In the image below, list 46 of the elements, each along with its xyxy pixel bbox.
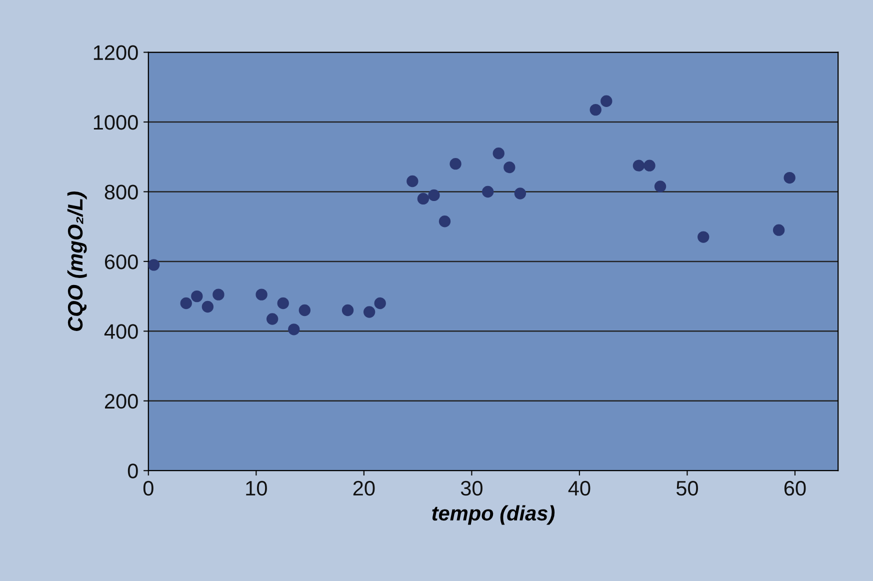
y-tick-label: 800: [104, 184, 138, 200]
point: [363, 306, 376, 318]
point: [590, 104, 602, 116]
point: [784, 172, 796, 184]
point: [504, 161, 516, 174]
point: [644, 160, 656, 172]
point: [342, 304, 354, 316]
point: [654, 180, 666, 192]
point: [600, 95, 612, 107]
point: [406, 175, 418, 188]
x-tick-label: 60: [784, 480, 806, 496]
point: [298, 304, 311, 316]
point: [482, 186, 494, 198]
x-tick-label: 50: [676, 480, 698, 496]
point: [772, 224, 785, 236]
point: [450, 158, 462, 170]
y-tick-label: 200: [104, 394, 138, 409]
point: [202, 300, 214, 313]
point: [148, 259, 160, 271]
point: [428, 189, 440, 202]
point: [288, 324, 300, 336]
point: [180, 297, 192, 310]
x-axis-title: tempo (dias): [432, 505, 555, 525]
y-tick-label: 1000: [94, 115, 138, 130]
x-tick-label: 40: [568, 480, 590, 496]
y-tick-label: 400: [104, 324, 138, 339]
x-tick-label: 10: [246, 480, 267, 496]
point: [417, 192, 430, 205]
point: [266, 313, 278, 325]
point: [191, 290, 203, 302]
point: [698, 231, 710, 243]
x-tick-label: 20: [353, 480, 375, 496]
point: [492, 148, 504, 160]
y-tick-label: 0: [128, 464, 138, 478]
x-tick-label: 30: [460, 480, 482, 496]
y-tick-label: 600: [104, 254, 138, 270]
point: [438, 216, 451, 228]
x-tick-label: 0: [143, 480, 154, 496]
point: [256, 288, 268, 300]
point: [514, 188, 526, 200]
point: [212, 288, 224, 300]
point: [277, 297, 289, 310]
point: [374, 297, 386, 310]
y-tick-label: 1200: [94, 45, 138, 60]
y-axis-title: CQO (mgO₂/L): [67, 192, 87, 331]
point: [632, 160, 645, 172]
